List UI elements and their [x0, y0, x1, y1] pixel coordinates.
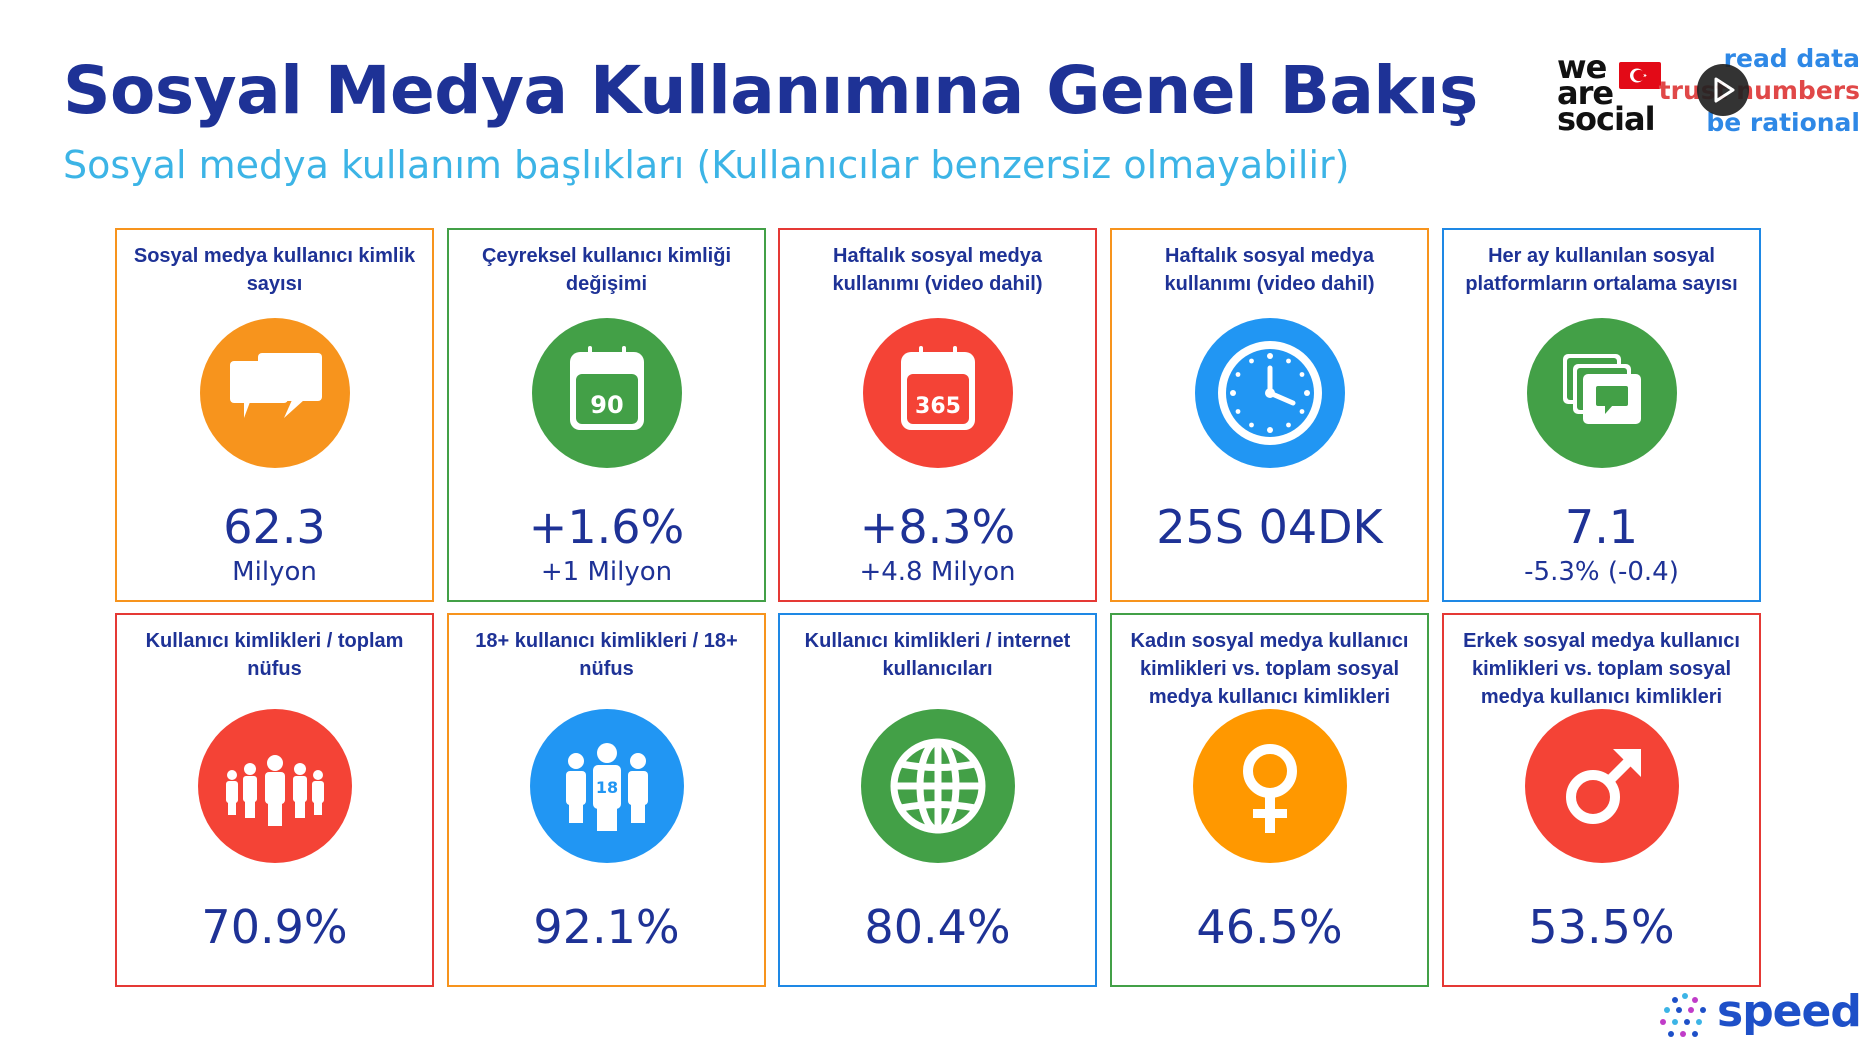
card-male-share: Erkek sosyal medya kullanıcı kimlikleri …	[1442, 613, 1761, 987]
speed-logo: speed	[1655, 986, 1860, 1042]
card-identities-vs-population: Kullanıcı kimlikleri / toplam nüfus 70.9…	[115, 613, 434, 987]
age-label: 18	[595, 778, 617, 797]
logo-word-we: we	[1557, 48, 1607, 86]
card-identities-vs-internet-users: Kullanıcı kimlikleri / internet kullanıc…	[778, 613, 1097, 987]
card-label: Kullanıcı kimlikleri / toplam nüfus	[145, 630, 404, 680]
globe-icon	[860, 709, 1015, 863]
card-value: 53.5%	[1528, 900, 1675, 954]
card-value: 70.9%	[201, 900, 348, 954]
we-are-social-logo: we are social	[1557, 48, 1667, 135]
male-symbol-icon	[1524, 709, 1679, 863]
page-title: Sosyal Medya Kullanımına Genel Bakış	[63, 52, 1478, 129]
calendar-number: 90	[590, 391, 623, 419]
card-value: 25S 04DK	[1156, 500, 1383, 554]
stacked-windows-icon	[1526, 318, 1677, 468]
slogan-line-1: read data	[1723, 44, 1860, 73]
card-adult-identities: 18+ kullanıcı kimlikleri / 18+ nüfus 18 …	[447, 613, 766, 987]
calendar-number: 365	[915, 394, 961, 419]
card-subvalue: +1 Milyon	[540, 557, 673, 587]
read-data-slogan: read data trust numbers be rational	[1659, 42, 1860, 137]
card-label: Çeyreksel kullanıcı kimliği değişimi	[481, 245, 731, 295]
card-label: Kadın sosyal medya kullanıcı kimlikleri …	[1130, 630, 1409, 708]
card-value: 46.5%	[1196, 900, 1343, 954]
card-value: +1.6%	[528, 500, 685, 554]
logo-word-are: are	[1557, 74, 1614, 112]
card-label: 18+ kullanıcı kimlikleri / 18+ nüfus	[475, 630, 738, 680]
logo-word-social: social	[1557, 100, 1656, 138]
speed-logo-text: speed	[1717, 986, 1860, 1037]
card-value: 80.4%	[864, 900, 1011, 954]
card-subvalue: -5.3% (-0.4)	[1524, 557, 1679, 587]
card-label: Kullanıcı kimlikleri / internet kullanıc…	[804, 630, 1071, 680]
chat-bubbles-icon	[199, 318, 350, 468]
card-value: 92.1%	[533, 900, 680, 954]
card-value: +8.3%	[859, 500, 1016, 554]
crowd-icon	[197, 709, 352, 863]
card-label: Haftalık sosyal medya kullanımı (video d…	[832, 245, 1043, 295]
card-weekly-usage-growth: Haftalık sosyal medya kullanımı (video d…	[778, 228, 1097, 602]
slogan-line-2: trust numbers	[1658, 76, 1860, 105]
card-average-platforms: Her ay kullanılan sosyal platformların o…	[1442, 228, 1761, 602]
play-icon	[1714, 77, 1735, 103]
calendar-90-icon: 90	[531, 318, 682, 468]
card-subvalue: +4.8 Milyon	[859, 557, 1016, 587]
page-subtitle: Sosyal medya kullanım başlıkları (Kullan…	[63, 143, 1350, 187]
card-label: Haftalık sosyal medya kullanımı (video d…	[1164, 245, 1375, 295]
card-label: Sosyal medya kullanıcı kimlik sayısı	[133, 245, 416, 295]
turkey-flag-icon	[1619, 62, 1661, 89]
card-label: Erkek sosyal medya kullanıcı kimlikleri …	[1463, 630, 1740, 708]
card-label: Her ay kullanılan sosyal platformların o…	[1465, 245, 1738, 295]
play-button[interactable]	[1697, 64, 1749, 116]
calendar-365-icon: 365	[862, 318, 1013, 468]
adults-18-icon: 18	[529, 709, 684, 863]
card-subvalue: Milyon	[232, 557, 317, 587]
card-quarterly-change: Çeyreksel kullanıcı kimliği değişimi 90 …	[447, 228, 766, 602]
card-value: 7.1	[1564, 500, 1639, 554]
speed-dots-icon	[1660, 993, 1706, 1037]
female-symbol-icon	[1192, 709, 1347, 863]
card-weekly-usage-time: Haftalık sosyal medya kullanımı (video d…	[1110, 228, 1429, 602]
card-female-share: Kadın sosyal medya kullanıcı kimlikleri …	[1110, 613, 1429, 987]
card-value: 62.3	[223, 500, 326, 554]
card-social-media-identities: Sosyal medya kullanıcı kimlik sayısı 62.…	[115, 228, 434, 602]
clock-icon	[1194, 318, 1345, 468]
